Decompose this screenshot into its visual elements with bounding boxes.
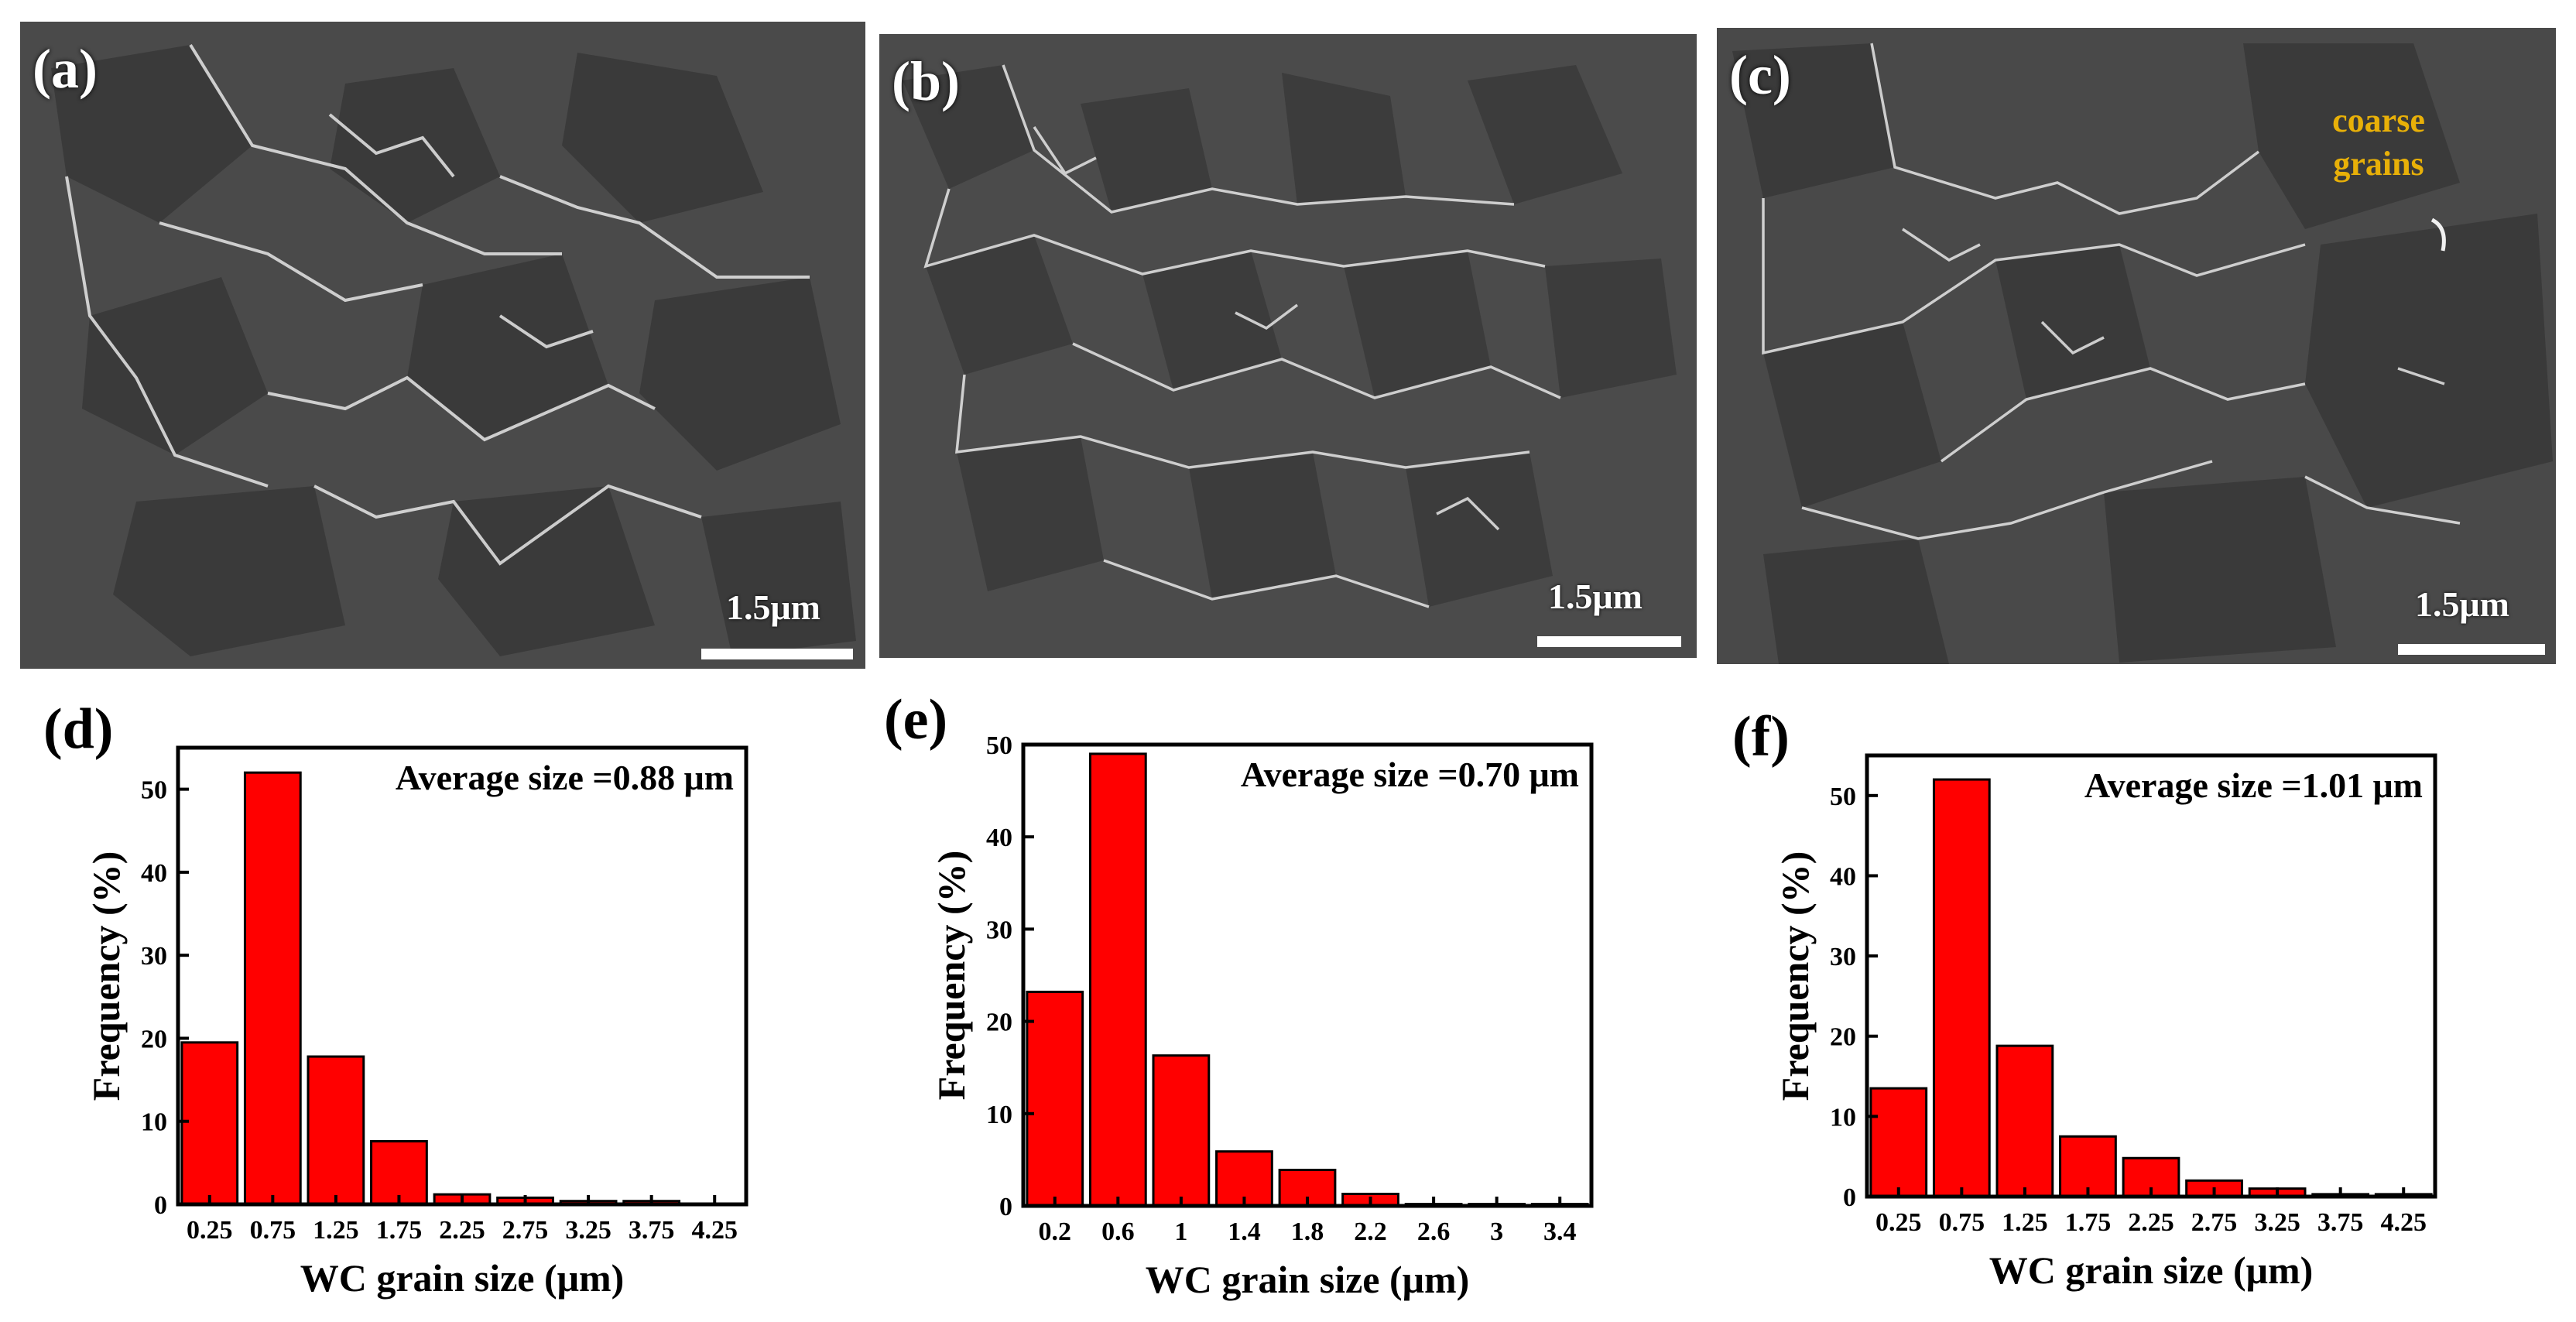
y-tick-label: 50	[986, 731, 1012, 760]
sem-image-b: (b) 1.5μm	[879, 34, 1697, 658]
panel-label-a: (a)	[33, 38, 98, 100]
x-tick-label: 1.8	[1291, 1218, 1324, 1246]
panel-label-d: (d)	[43, 697, 114, 761]
panel-label-f: (f)	[1732, 705, 1790, 769]
scale-bar-label-c: 1.5μm	[2415, 584, 2509, 624]
x-tick-label: 3.75	[2317, 1208, 2364, 1237]
bar	[1932, 778, 1991, 1198]
x-tick-label: 4.25	[2380, 1208, 2427, 1237]
y-tick-label: 0	[154, 1191, 167, 1220]
bar	[1869, 1087, 1928, 1198]
x-tick-label: 1.75	[2065, 1208, 2112, 1237]
y-tick-label: 50	[141, 776, 167, 805]
y-tick-label: 30	[141, 942, 167, 971]
scale-bar-label-b: 1.5μm	[1548, 577, 1643, 616]
bar	[1026, 990, 1084, 1207]
bar	[180, 1041, 239, 1206]
sem-image-c: (c) coarse grains 1.5μm	[1717, 28, 2556, 664]
y-axis-label: Frequency (%)	[84, 851, 128, 1101]
scale-bar-c	[2398, 644, 2545, 655]
scale-bar-b	[1537, 636, 1681, 647]
panel-label-c: (c)	[1729, 44, 1791, 106]
y-axis-label: Frequency (%)	[1773, 851, 1817, 1101]
y-tick-label: 30	[986, 916, 1012, 944]
x-tick-label: 1.4	[1228, 1218, 1261, 1246]
x-tick-label: 1.25	[2002, 1208, 2048, 1237]
x-tick-label: 1.25	[313, 1216, 359, 1245]
x-tick-label: 1	[1174, 1218, 1187, 1246]
x-axis-label: WC grain size (μm)	[1146, 1258, 1470, 1301]
x-tick-label: 0.75	[250, 1216, 296, 1245]
x-tick-label: 0.6	[1101, 1218, 1135, 1246]
y-tick-label: 40	[141, 859, 167, 888]
bar	[1215, 1150, 1273, 1207]
x-tick-label: 3.25	[565, 1216, 611, 1245]
x-tick-label: 3.25	[2254, 1208, 2300, 1237]
y-axis-label: Frequency (%)	[930, 851, 973, 1101]
x-axis-label: WC grain size (μm)	[300, 1256, 625, 1300]
bar	[1088, 752, 1147, 1207]
bar	[370, 1139, 428, 1206]
average-size-annotation: Average size =0.70 μm	[1241, 755, 1579, 794]
bar	[1995, 1044, 2054, 1198]
y-tick-label: 20	[986, 1009, 1012, 1037]
bar	[307, 1055, 365, 1206]
x-tick-label: 3	[1490, 1218, 1503, 1246]
x-tick-label: 2.6	[1417, 1218, 1451, 1246]
y-tick-label: 50	[1830, 783, 1856, 811]
x-tick-label: 0.25	[1875, 1208, 1922, 1237]
y-tick-label: 20	[141, 1025, 167, 1053]
x-tick-label: 0.75	[1939, 1208, 1985, 1237]
panel-label-b: (b)	[892, 50, 960, 112]
bar	[1152, 1054, 1211, 1207]
x-tick-label: 2.25	[2128, 1208, 2174, 1237]
micrograph-texture	[20, 22, 865, 669]
y-tick-label: 10	[141, 1108, 167, 1137]
x-tick-label: 3.75	[629, 1216, 675, 1245]
bar	[2059, 1135, 2117, 1198]
y-tick-label: 30	[1830, 943, 1856, 971]
y-tick-label: 10	[986, 1101, 1012, 1129]
y-tick-label: 40	[1830, 862, 1856, 891]
x-tick-label: 2.2	[1354, 1218, 1387, 1246]
y-tick-label: 10	[1830, 1103, 1856, 1132]
x-tick-label: 2.75	[2191, 1208, 2238, 1237]
x-tick-label: 0.25	[187, 1216, 233, 1245]
y-tick-label: 40	[986, 824, 1012, 852]
coarse-grains-annotation: coarse grains	[2332, 101, 2425, 183]
x-tick-label: 1.75	[376, 1216, 423, 1245]
x-tick-label: 2.75	[502, 1216, 549, 1245]
bar	[243, 771, 302, 1206]
x-axis-label: WC grain size (μm)	[1989, 1248, 2314, 1292]
scale-bar-label-a: 1.5μm	[726, 587, 820, 627]
average-size-annotation: Average size =1.01 μm	[2084, 765, 2423, 805]
micrograph-texture	[879, 34, 1697, 658]
sem-image-a: (a) 1.5μm	[20, 22, 865, 669]
x-tick-label: 4.25	[691, 1216, 738, 1245]
scale-bar-a	[701, 649, 853, 659]
x-tick-label: 3.4	[1543, 1218, 1577, 1246]
average-size-annotation: Average size =0.88 μm	[396, 758, 734, 797]
y-tick-label: 20	[1830, 1023, 1856, 1052]
x-tick-label: 2.25	[439, 1216, 485, 1245]
y-tick-label: 0	[1843, 1183, 1856, 1212]
x-tick-label: 0.2	[1039, 1218, 1072, 1246]
y-tick-label: 0	[999, 1193, 1012, 1221]
panel-label-e: (e)	[884, 688, 948, 752]
micrograph-texture	[1717, 28, 2556, 664]
